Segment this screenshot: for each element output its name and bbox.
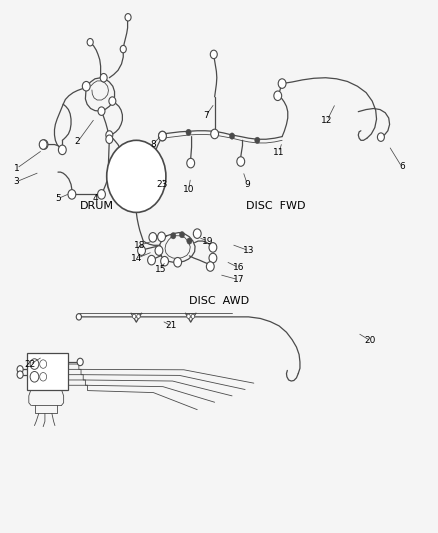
Circle shape <box>76 314 81 320</box>
Circle shape <box>187 158 194 168</box>
Circle shape <box>206 262 214 271</box>
Text: DISC  AWD: DISC AWD <box>189 296 249 306</box>
Circle shape <box>155 246 163 255</box>
Circle shape <box>132 314 136 318</box>
Text: 12: 12 <box>321 116 332 125</box>
Circle shape <box>254 137 260 143</box>
Circle shape <box>120 45 126 53</box>
Circle shape <box>148 255 155 265</box>
Text: 8: 8 <box>150 140 156 149</box>
Text: 13: 13 <box>243 246 254 255</box>
Text: 23: 23 <box>157 180 168 189</box>
Circle shape <box>180 231 185 238</box>
Circle shape <box>161 256 169 266</box>
Circle shape <box>109 97 116 106</box>
Circle shape <box>159 131 166 141</box>
Text: 5: 5 <box>55 194 61 203</box>
Text: 22: 22 <box>24 360 35 369</box>
Text: 17: 17 <box>233 275 244 284</box>
Circle shape <box>187 314 190 318</box>
Circle shape <box>106 135 113 143</box>
Text: 3: 3 <box>14 177 20 186</box>
Circle shape <box>278 79 286 88</box>
Circle shape <box>68 190 76 199</box>
Circle shape <box>98 107 105 115</box>
Circle shape <box>39 140 47 149</box>
Text: DRUM: DRUM <box>80 200 114 211</box>
Text: 11: 11 <box>273 148 285 157</box>
Circle shape <box>40 140 48 149</box>
Text: DISC  FWD: DISC FWD <box>246 200 305 211</box>
Text: 1: 1 <box>14 164 20 173</box>
Circle shape <box>209 243 217 252</box>
Circle shape <box>137 314 140 318</box>
Circle shape <box>158 232 166 241</box>
Text: 10: 10 <box>183 185 194 194</box>
Text: 18: 18 <box>134 241 145 250</box>
Circle shape <box>191 314 194 318</box>
Circle shape <box>58 145 66 155</box>
Circle shape <box>237 157 245 166</box>
Circle shape <box>174 257 182 267</box>
Circle shape <box>30 372 39 382</box>
Circle shape <box>87 38 93 46</box>
Text: 6: 6 <box>399 163 405 171</box>
Circle shape <box>98 190 106 199</box>
Circle shape <box>211 129 219 139</box>
Circle shape <box>106 131 113 139</box>
Circle shape <box>17 366 23 373</box>
Circle shape <box>149 232 157 242</box>
Text: 16: 16 <box>233 263 244 272</box>
Circle shape <box>187 238 192 244</box>
Text: 15: 15 <box>155 265 166 273</box>
Circle shape <box>159 131 166 141</box>
Circle shape <box>171 232 176 239</box>
Circle shape <box>40 373 47 381</box>
Circle shape <box>40 360 47 368</box>
Text: 21: 21 <box>166 321 177 330</box>
Circle shape <box>17 371 23 378</box>
Circle shape <box>30 359 39 369</box>
Circle shape <box>274 91 282 101</box>
Circle shape <box>193 229 201 238</box>
Circle shape <box>77 358 83 366</box>
Circle shape <box>209 253 217 263</box>
Text: 20: 20 <box>365 336 376 345</box>
Circle shape <box>378 133 385 141</box>
Circle shape <box>100 74 107 82</box>
Circle shape <box>186 129 191 135</box>
Text: 9: 9 <box>244 180 250 189</box>
Circle shape <box>107 140 166 213</box>
Circle shape <box>82 82 90 91</box>
Text: 7: 7 <box>203 111 209 120</box>
Text: 4: 4 <box>92 194 98 203</box>
Circle shape <box>210 50 217 59</box>
Bar <box>27 353 68 390</box>
Circle shape <box>230 133 235 139</box>
Circle shape <box>125 13 131 21</box>
Circle shape <box>138 246 145 255</box>
Text: 19: 19 <box>202 237 214 246</box>
Text: 2: 2 <box>75 138 80 147</box>
Text: 14: 14 <box>131 254 142 263</box>
